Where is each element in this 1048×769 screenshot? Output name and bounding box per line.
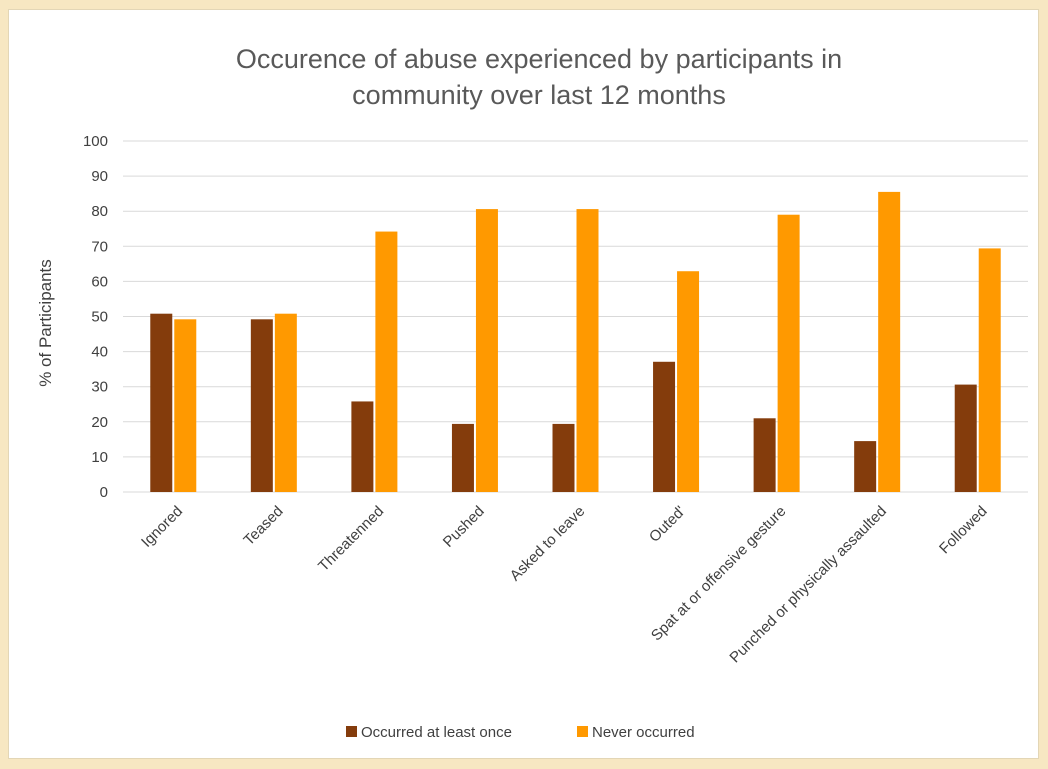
chart-frame: Occurence of abuse experienced by partic…	[8, 9, 1039, 759]
bar-occurred-0	[150, 313, 173, 492]
x-tick-label: Followed	[936, 503, 990, 557]
legend-label-1: Never occurred	[592, 724, 695, 741]
bar-occurred-7	[854, 441, 877, 492]
y-axis-title: % of Participants	[36, 259, 55, 387]
bar-never-3	[475, 209, 498, 492]
y-tick-label: 90	[91, 168, 108, 185]
y-tick-label: 80	[91, 203, 108, 220]
legend: Occurred at least once Never occurred	[346, 724, 695, 741]
bar-never-4	[576, 209, 599, 492]
y-tick-label: 30	[91, 379, 108, 396]
x-tick-label: Threatenned	[315, 503, 387, 575]
bar-occurred-1	[250, 319, 273, 492]
y-tick-label: 40	[91, 344, 108, 361]
bar-occurred-5	[653, 361, 676, 492]
y-tick-label: 100	[83, 133, 108, 150]
x-tick-label: Pushed	[440, 503, 488, 551]
bar-occurred-3	[451, 423, 474, 492]
chart-title-line-2: community over last 12 months	[352, 80, 726, 110]
x-tick-label: Ignored	[138, 503, 186, 551]
y-tick-label: 70	[91, 238, 108, 255]
bar-occurred-6	[753, 418, 776, 492]
x-tick-label: Outed'	[646, 503, 689, 546]
bars	[150, 191, 1001, 493]
legend-label-0: Occurred at least once	[361, 724, 512, 741]
x-tick-label: Punched or physically assaulted	[726, 503, 890, 667]
bar-never-8	[978, 248, 1001, 492]
gridlines	[123, 140, 1028, 493]
x-tick-label: Teased	[240, 503, 286, 549]
y-axis-ticks: 0 10 20 30 40 50 60 70 80 90 100	[83, 133, 108, 501]
y-tick-label: 50	[91, 309, 108, 326]
y-tick-label: 60	[91, 273, 108, 290]
y-tick-label: 0	[100, 484, 108, 501]
chart-title-line-1: Occurence of abuse experienced by partic…	[236, 44, 842, 74]
legend-swatch-0	[346, 726, 357, 737]
bar-never-6	[777, 214, 800, 492]
bar-never-1	[274, 313, 297, 492]
bar-chart: Occurence of abuse experienced by partic…	[36, 44, 1028, 741]
legend-swatch-1	[577, 726, 588, 737]
bar-occurred-2	[351, 401, 374, 492]
x-axis-ticks: Ignored Teased Threatenned Pushed Asked to l…	[138, 503, 990, 667]
chart-title: Occurence of abuse experienced by partic…	[236, 44, 842, 110]
bar-occurred-8	[954, 384, 977, 492]
bar-never-0	[174, 319, 197, 492]
bar-never-2	[375, 231, 398, 493]
y-tick-label: 20	[91, 414, 108, 431]
y-tick-label: 10	[91, 449, 108, 466]
x-tick-label: Asked to leave	[507, 503, 589, 585]
bar-occurred-4	[552, 423, 575, 492]
bar-never-5	[677, 271, 700, 492]
bar-never-7	[878, 191, 901, 492]
